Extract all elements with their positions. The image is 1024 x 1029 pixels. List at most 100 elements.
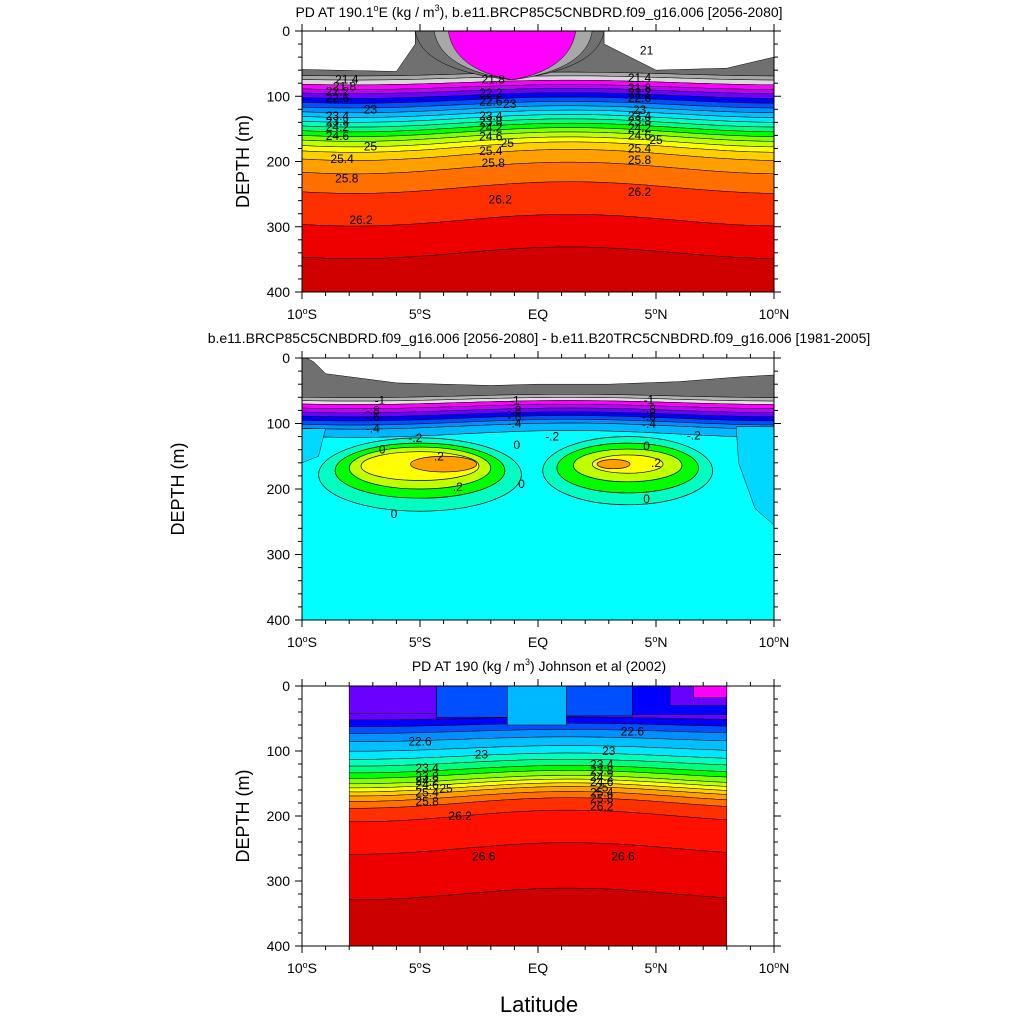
side-patch	[302, 428, 326, 464]
contour-label: 24.2	[326, 120, 350, 134]
y-tick-label: 100	[267, 743, 291, 759]
anomaly-blob	[596, 459, 631, 470]
contour-label: -.8	[507, 403, 521, 417]
contour-label: 23.8	[628, 114, 652, 128]
x-tick-label: EQ	[528, 634, 548, 650]
contour-label: -.6	[642, 409, 656, 423]
contour-fill-area	[302, 358, 774, 620]
panel-title: PD AT 190 (kg / m3) Johnson et al (2002)	[412, 657, 666, 674]
y-tick-label: 300	[267, 219, 291, 235]
y-tick-label: 0	[282, 23, 290, 39]
contour-label: 24.6	[326, 129, 350, 143]
surface-patch	[566, 686, 633, 717]
contour-label: 0	[513, 438, 520, 452]
side-patch	[735, 426, 774, 526]
contour-label: -.6	[507, 410, 521, 424]
contour-label: 23	[364, 102, 378, 116]
contour-label: 22.6	[621, 725, 645, 739]
contour-label: 25.4	[479, 144, 503, 158]
contour-label: 0	[391, 507, 398, 521]
y-tick-label: 300	[267, 873, 291, 889]
y-tick-label: 300	[267, 547, 291, 563]
x-tick-label: 10oN	[759, 634, 790, 650]
contour-label: 22.2	[479, 86, 503, 100]
panel-top-projected-density: 21.421.822.222.62323.423.824.224.62525.4…	[233, 3, 789, 322]
contour-label: 23.4	[326, 109, 350, 123]
y-tick-label: 200	[267, 481, 291, 497]
contour-label: 26.2	[489, 192, 513, 206]
contour-label: 26.2	[628, 185, 652, 199]
y-tick-label: 0	[282, 350, 290, 366]
contour-label: -.4	[507, 417, 521, 431]
contour-label: 25	[501, 136, 515, 150]
y-tick-label: 200	[267, 154, 291, 170]
x-tick-label: 10oN	[759, 306, 790, 322]
surface-patch	[693, 686, 728, 698]
contour-label: 0	[643, 492, 650, 506]
contour-label: -1	[644, 393, 655, 407]
contour-label: 25.4	[415, 786, 439, 800]
contour-label: 22.6	[628, 91, 652, 105]
contour-label: 23.4	[628, 109, 652, 123]
contour-label: 23	[602, 744, 616, 758]
contour-label: -.2	[545, 430, 559, 444]
y-tick-label: 400	[267, 284, 291, 300]
contour-label: .2	[651, 456, 661, 470]
contour-label: 21.4	[628, 71, 652, 85]
contour-fill-area	[348, 686, 728, 946]
contour-label: 25.8	[415, 795, 439, 809]
contour-label: 22.6	[408, 734, 432, 748]
contour-label: -.4	[642, 417, 656, 431]
surface-column	[448, 31, 577, 80]
contour-label: 21	[640, 44, 654, 58]
contour-label: 22.2	[628, 85, 652, 99]
contour-label: -.2	[408, 431, 422, 445]
x-tick-label: EQ	[528, 306, 548, 322]
contour-label: 24.6	[479, 130, 503, 144]
x-tick-label: 5oN	[645, 634, 668, 650]
x-tick-label: 5oS	[409, 960, 431, 976]
y-tick-label: 0	[282, 678, 290, 694]
contour-band	[302, 246, 774, 292]
contour-label: 26.2	[349, 213, 373, 227]
x-tick-label: EQ	[528, 960, 548, 976]
contour-label: -.2	[687, 428, 701, 442]
contour-label: 25.4	[628, 141, 652, 155]
contour-label: 24.2	[590, 770, 614, 784]
contour-label: .2	[434, 449, 444, 463]
contour-label: 26.2	[448, 809, 472, 823]
x-tick-label: 5oS	[409, 306, 431, 322]
contour-label: 25.4	[330, 152, 354, 166]
x-tick-label: 5oN	[645, 306, 668, 322]
y-tick-label: 200	[267, 808, 291, 824]
contour-label: 25	[439, 782, 453, 796]
contour-label: 0	[643, 439, 650, 453]
x-tick-label: 5oS	[409, 634, 431, 650]
contour-label: .2	[453, 480, 463, 494]
y-axis-label: DEPTH (m)	[233, 770, 253, 863]
x-tick-label: 10oS	[287, 306, 317, 322]
contour-label: 23	[475, 747, 489, 761]
contour-label: 21.8	[628, 81, 652, 95]
contour-label: 24.2	[479, 121, 503, 135]
figure-x-axis-label: Latitude	[500, 992, 578, 1017]
y-tick-label: 100	[267, 88, 291, 104]
contour-label: 23.8	[415, 769, 439, 783]
contour-label: -.4	[366, 422, 380, 436]
contour-label: 21.8	[482, 72, 506, 86]
no-data-mask	[302, 31, 774, 72]
panel-title: PD AT 190.1oE (kg / m3), b.e11.BRCP85C5C…	[295, 3, 782, 20]
contour-label: 24.6	[590, 775, 614, 789]
contour-label: 21.8	[333, 80, 357, 94]
no-data-right	[603, 31, 774, 71]
contour-label: 25.8	[628, 153, 652, 167]
contour-label: 26.6	[472, 849, 496, 863]
anomaly-blob	[410, 455, 477, 473]
y-tick-label: 400	[267, 938, 291, 954]
contour-label: 23	[503, 97, 517, 111]
contour-fill-area	[302, 31, 774, 292]
contour-label: 25.8	[590, 792, 614, 806]
no-data-left	[302, 31, 416, 72]
contour-label: -1	[509, 394, 520, 408]
contour-label: 24.6	[628, 128, 652, 142]
